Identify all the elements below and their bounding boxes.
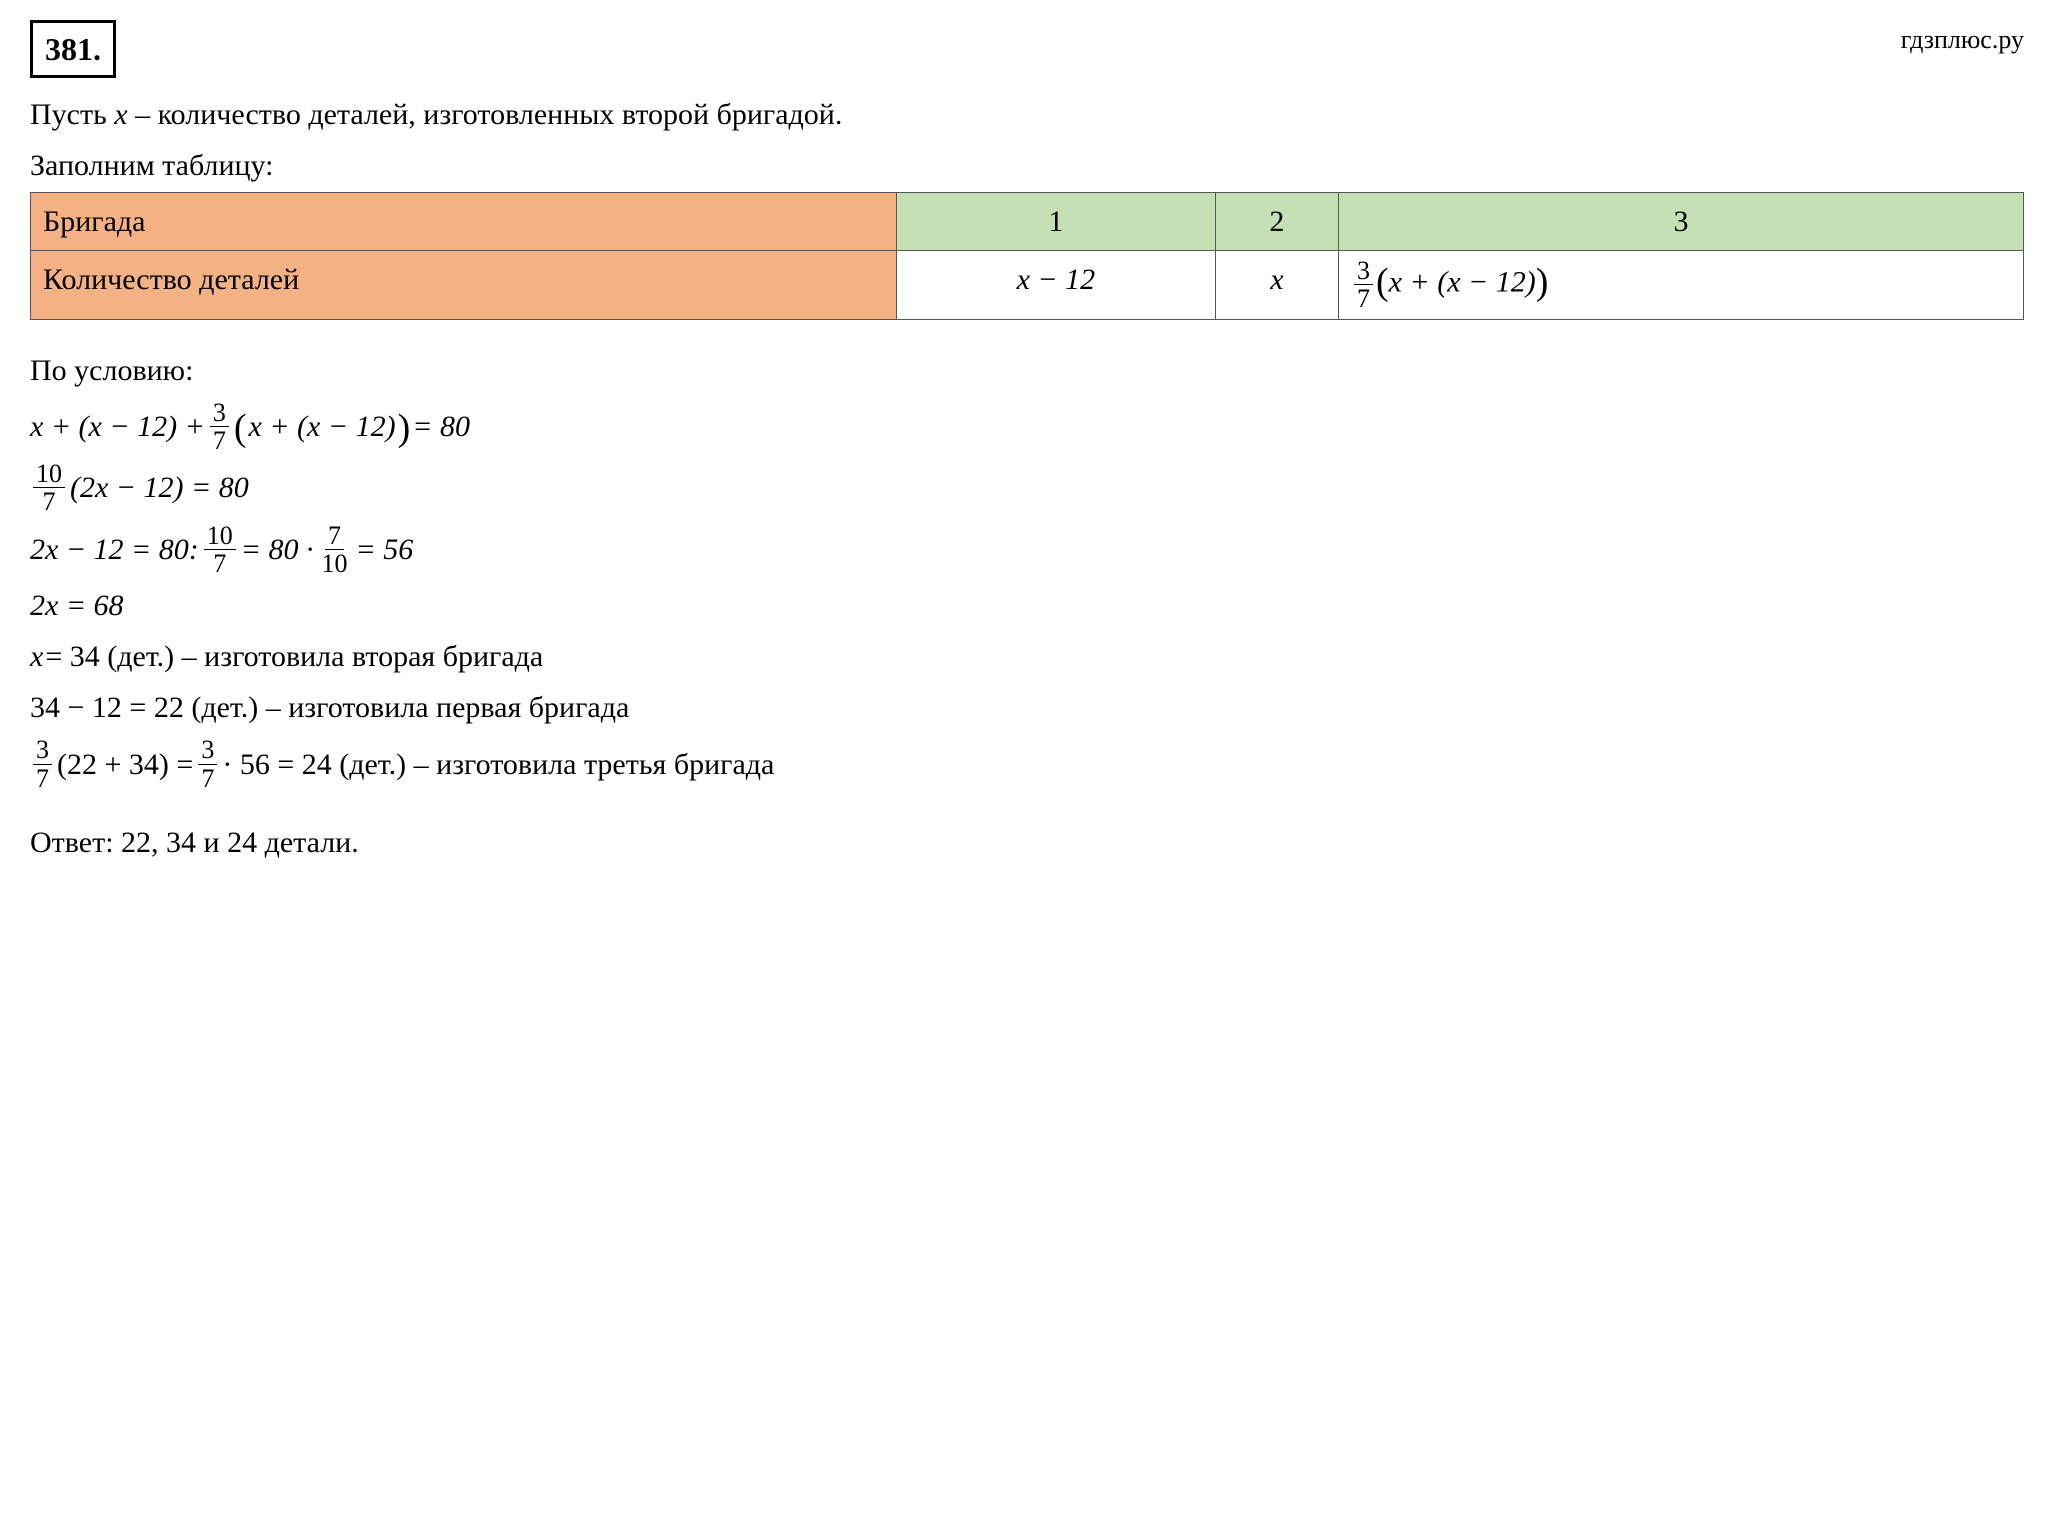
- big-paren: (: [1376, 261, 1389, 303]
- eq-text: = 56: [356, 527, 414, 572]
- fraction: 7 10: [319, 522, 351, 578]
- table-cell: 3 7 (x + (x − 12)): [1338, 251, 2023, 320]
- cell-expr: x − 12: [1017, 263, 1096, 296]
- eq-inner: x + (x − 12): [249, 404, 396, 449]
- fraction-den: 7: [198, 765, 217, 792]
- fraction: 3 7: [198, 736, 217, 792]
- eq-text: = 34 (дет.) – изготовила вторая бригада: [45, 634, 543, 679]
- fraction-den: 10: [319, 550, 351, 577]
- fraction-num: 10: [33, 460, 65, 488]
- big-paren: ): [398, 409, 411, 447]
- condition-label: По условию:: [30, 348, 2024, 393]
- eq-text: (22 + 34) =: [57, 742, 193, 787]
- equations-block: По условию: x + (x − 12) + 3 7 (x + (x −…: [30, 348, 2024, 792]
- eq-text: = 80: [412, 404, 470, 449]
- table-row-label: Количество деталей: [31, 251, 897, 320]
- big-paren: (: [234, 409, 247, 447]
- big-paren: ): [1536, 261, 1549, 303]
- fraction-den: 7: [40, 488, 59, 515]
- fraction-num: 7: [325, 522, 344, 550]
- fraction-num: 3: [33, 736, 52, 764]
- answer-line: Ответ: 22, 34 и 24 детали.: [30, 820, 2024, 865]
- intro-line: Пусть x – количество деталей, изготовлен…: [30, 92, 2024, 137]
- eq-text: 2x − 12 = 80:: [30, 527, 199, 572]
- fraction-den: 7: [33, 765, 52, 792]
- table-cell: x: [1215, 251, 1338, 320]
- eq-text: (2x − 12) = 80: [70, 465, 249, 510]
- fraction-num: 10: [204, 522, 236, 550]
- fraction: 3 7: [33, 736, 52, 792]
- table-row: Количество деталей x − 12 x 3 7 (x + (x …: [31, 251, 2024, 320]
- equation-line: 2x − 12 = 80: 10 7 = 80 · 7 10 = 56: [30, 522, 2024, 578]
- eq-text: = 80 ·: [241, 527, 314, 572]
- fraction-num: 3: [210, 399, 229, 427]
- table-col-header: 2: [1215, 193, 1338, 251]
- table-header-label: Бригада: [31, 193, 897, 251]
- fraction-den: 7: [1354, 285, 1373, 312]
- fraction: 3 7: [1354, 257, 1373, 313]
- fraction-num: 3: [198, 736, 217, 764]
- equation-line: 10 7 (2x − 12) = 80: [30, 460, 2024, 516]
- intro-suffix: – количество деталей, изготовленных втор…: [128, 98, 843, 131]
- problem-number: 381.: [30, 20, 116, 78]
- eq-var: x: [30, 634, 43, 679]
- cell-expr-inner: x + (x − 12): [1389, 266, 1536, 299]
- fraction-den: 7: [210, 550, 229, 577]
- fraction: 10 7: [33, 460, 65, 516]
- fraction: 3 7: [210, 399, 229, 455]
- table-caption: Заполним таблицу:: [30, 143, 2024, 188]
- table-col-header: 3: [1338, 193, 2023, 251]
- table-col-header: 1: [896, 193, 1215, 251]
- equation-line: x = 34 (дет.) – изготовила вторая бригад…: [30, 634, 2024, 679]
- equation-line: x + (x − 12) + 3 7 (x + (x − 12)) = 80: [30, 399, 2024, 455]
- table-row: Бригада 1 2 3: [31, 193, 2024, 251]
- table-cell: x − 12: [896, 251, 1215, 320]
- data-table: Бригада 1 2 3 Количество деталей x − 12 …: [30, 192, 2024, 320]
- fraction-den: 7: [210, 427, 229, 454]
- equation-line: 3 7 (22 + 34) = 3 7 · 56 = 24 (дет.) – и…: [30, 736, 2024, 792]
- cell-expr: x: [1270, 263, 1283, 296]
- eq-text: · 56 = 24 (дет.) – изготовила третья бри…: [222, 742, 774, 787]
- equation-line: 2x = 68: [30, 583, 2024, 628]
- top-row: 381. гдзплюс.ру: [30, 20, 2024, 78]
- watermark: гдзплюс.ру: [1901, 20, 2024, 59]
- intro-prefix: Пусть: [30, 98, 114, 131]
- eq-text: x + (x − 12) +: [30, 404, 205, 449]
- fraction-num: 3: [1354, 257, 1373, 285]
- equation-line: 34 − 12 = 22 (дет.) – изготовила первая …: [30, 685, 2024, 730]
- fraction: 10 7: [204, 522, 236, 578]
- intro-variable: x: [114, 98, 127, 131]
